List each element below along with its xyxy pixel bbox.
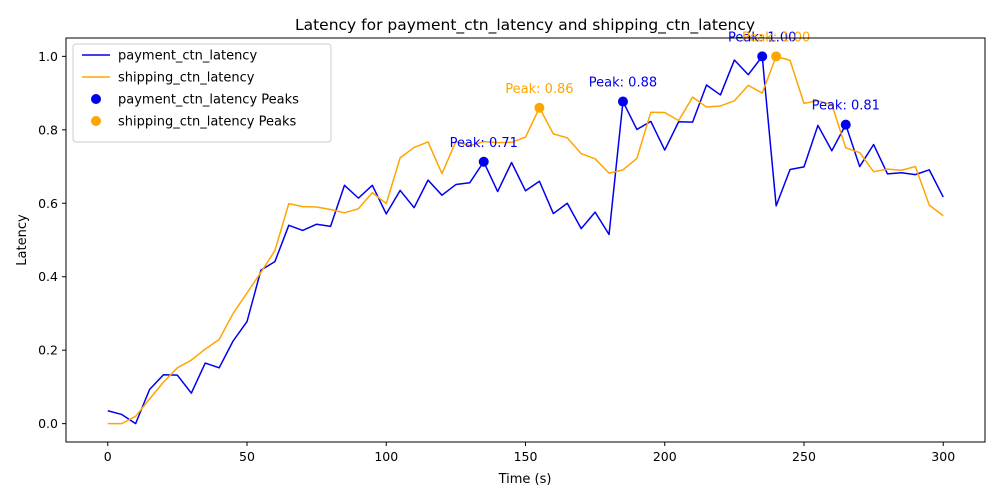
peak-marker-payment_ctn_latency-1 <box>617 96 628 107</box>
peak-label-shipping_ctn_latency-0: Peak: 0.86 <box>505 82 573 97</box>
legend-label: shipping_ctn_latency Peaks <box>118 115 296 130</box>
y-tick-label: 0.6 <box>38 196 58 211</box>
peak-marker-payment_ctn_latency-2 <box>757 51 768 62</box>
legend: payment_ctn_latency shipping_ctn_latencyp… <box>72 43 332 143</box>
peak-marker-shipping_ctn_latency-0 <box>534 102 545 113</box>
x-tick-label: 250 <box>792 449 816 464</box>
series-line-shipping_ctn_latency <box>107 55 944 425</box>
chart-title: Latency for payment_ctn_latency and ship… <box>295 16 755 35</box>
y-tick-label: 0.2 <box>38 343 58 358</box>
peak-marker-payment_ctn_latency-3 <box>840 119 851 130</box>
legend-label: payment_ctn_latency Peaks <box>118 93 299 108</box>
legend-swatch-marker <box>91 94 101 104</box>
y-axis-label: Latency <box>15 214 30 266</box>
y-tick-label: 1.0 <box>38 49 58 64</box>
y-tick-label: 0.8 <box>38 122 58 137</box>
legend-box <box>72 43 332 143</box>
peak-marker-payment_ctn_latency-0 <box>478 156 489 167</box>
x-axis-label: Time (s) <box>498 472 552 487</box>
x-tick-label: 300 <box>931 449 955 464</box>
series-line-payment_ctn_latency <box>107 55 944 425</box>
legend-label: shipping_ctn_latency <box>118 71 255 86</box>
y-tick-label: 0.0 <box>38 416 58 431</box>
legend-swatch-marker <box>91 116 101 126</box>
x-tick-label: 100 <box>374 449 398 464</box>
x-tick-label: 50 <box>239 449 255 464</box>
peak-label-payment_ctn_latency-3: Peak: 0.81 <box>812 99 880 114</box>
peak-marker-shipping_ctn_latency-1 <box>771 51 782 62</box>
legend-label: payment_ctn_latency <box>118 49 257 64</box>
peak-label-payment_ctn_latency-1: Peak: 0.88 <box>589 76 657 91</box>
y-tick-label: 0.4 <box>38 269 58 284</box>
x-tick-label: 0 <box>104 449 112 464</box>
peak-label-payment_ctn_latency-0: Peak: 0.71 <box>450 136 518 151</box>
axes: 0 50 100 150 200 250 300 0.0 0.2 0.4 0.6 0.8 1.0 <box>38 49 955 464</box>
x-tick-label: 150 <box>514 449 538 464</box>
x-tick-label: 200 <box>653 449 677 464</box>
